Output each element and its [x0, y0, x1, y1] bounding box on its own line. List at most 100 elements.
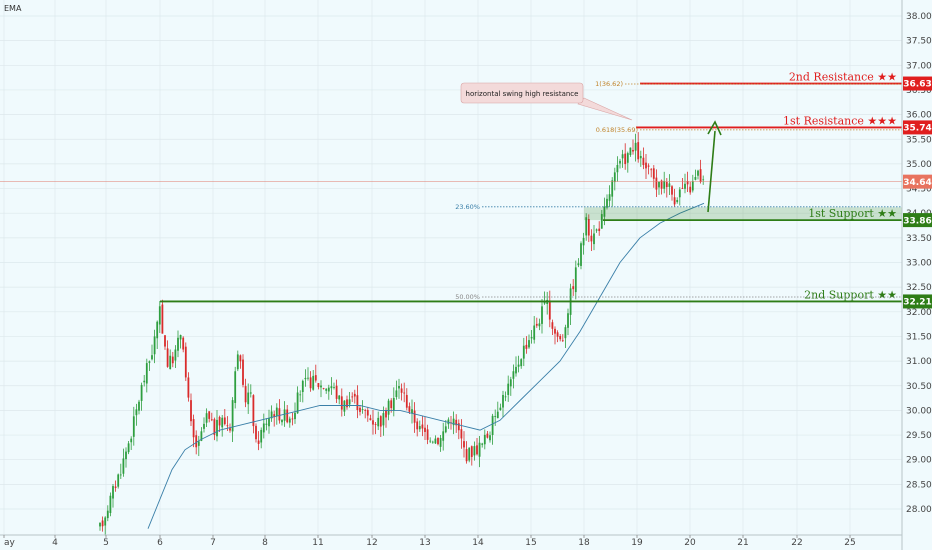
candle-body [190, 400, 192, 422]
candle-body [665, 182, 668, 188]
candle-body [343, 400, 346, 412]
candle-body [252, 395, 255, 427]
candle-body [577, 263, 580, 266]
candle-body [676, 199, 679, 203]
candle-body [127, 443, 130, 453]
candle-body [132, 416, 135, 437]
candle-body [512, 371, 515, 379]
y-tick-label: 31.50 [906, 332, 932, 342]
candlesticks [99, 132, 705, 536]
candle-body [499, 407, 502, 411]
candle-body [590, 235, 593, 242]
y-tick-label: 37.50 [906, 37, 932, 47]
x-tick-label: 11 [312, 538, 323, 548]
candle-body [606, 198, 608, 208]
x-tick-label: 8 [262, 538, 268, 548]
candle-body [226, 425, 229, 427]
candle-body [421, 424, 424, 429]
current-price-tag-text: 34.64 [903, 178, 931, 188]
candle-body [660, 180, 663, 189]
candle-body [395, 390, 398, 398]
candle-body [580, 243, 582, 266]
candle-body [377, 417, 380, 427]
candle-body [691, 181, 694, 191]
candle-body [515, 366, 517, 374]
y-tick-label: 37.00 [906, 61, 932, 71]
y-tick-label: 31.00 [906, 357, 932, 367]
candle-body [265, 423, 268, 425]
candle-body [182, 337, 185, 350]
candle-body [509, 379, 512, 387]
x-tick-label: 6 [157, 538, 163, 548]
candle-body [533, 325, 536, 340]
candle-body [507, 383, 510, 395]
candle-body [457, 423, 460, 431]
candle-body [273, 414, 276, 418]
level-label: 2nd Support ★★ [804, 288, 897, 301]
y-tick-label: 28.50 [906, 480, 932, 490]
y-tick-label: 35.50 [906, 135, 932, 145]
candle-body [379, 416, 382, 427]
candle-body [668, 183, 671, 187]
candle-body [645, 162, 647, 169]
candle-body [702, 179, 705, 181]
candle-body [671, 186, 673, 195]
candle-body [330, 386, 333, 389]
candle-body [444, 426, 447, 433]
candle-body [231, 400, 234, 432]
candle-body [177, 337, 179, 351]
candle-body [247, 392, 250, 405]
candle-body [179, 334, 182, 340]
candle-body [567, 313, 569, 328]
candle-body [369, 418, 372, 421]
candle-body [481, 443, 484, 445]
candle-body [411, 409, 413, 414]
candle-body [164, 335, 166, 347]
candle-body [117, 474, 120, 487]
candle-body [626, 153, 629, 163]
candle-body [647, 165, 650, 167]
candle-body [104, 517, 107, 526]
candle-body [678, 189, 681, 198]
level-price-tag-bg [903, 294, 932, 309]
candle-body [405, 394, 408, 408]
candle-body [244, 386, 247, 403]
candle-body [320, 385, 322, 388]
candle-body [413, 410, 416, 423]
price-tags: 36.63 35.74 33.86 32.21 34.64 [903, 76, 932, 309]
y-tick-label: 35.00 [906, 160, 932, 170]
candle-body [548, 300, 551, 320]
candle-body [197, 441, 200, 446]
candle-body [502, 394, 504, 408]
candle-body [634, 142, 637, 151]
candle-body [522, 345, 525, 359]
fib-label: 23.60% [455, 203, 480, 211]
candle-body [593, 233, 595, 245]
projection-arrow-shaft [707, 130, 716, 213]
ema-line [147, 202, 705, 529]
candle-body [236, 354, 239, 370]
candle-body [603, 206, 606, 217]
y-axis: 28.00 28.50 29.00 29.50 30.00 30.50 31.00 31.50… [906, 12, 932, 515]
candle-body [642, 157, 645, 166]
candle-body [208, 411, 211, 419]
candle-body [673, 197, 676, 205]
candle-body [434, 438, 437, 444]
candle-body [314, 375, 317, 381]
projection-arrow-head [707, 120, 722, 136]
candle-body [595, 229, 598, 231]
candle-body [333, 387, 335, 388]
candle-body [494, 416, 497, 417]
candle-body [408, 406, 411, 412]
candle-body [114, 486, 117, 488]
candle-body [299, 394, 302, 396]
y-tick-label: 32.50 [906, 283, 932, 293]
candle-body [455, 419, 458, 426]
y-tick-label: 36.00 [906, 111, 932, 121]
candle-body [359, 407, 361, 412]
candle-body [460, 429, 463, 439]
candle-body [489, 435, 491, 441]
candle-body [249, 392, 252, 394]
fib-label: 1(36.62) [595, 80, 623, 88]
